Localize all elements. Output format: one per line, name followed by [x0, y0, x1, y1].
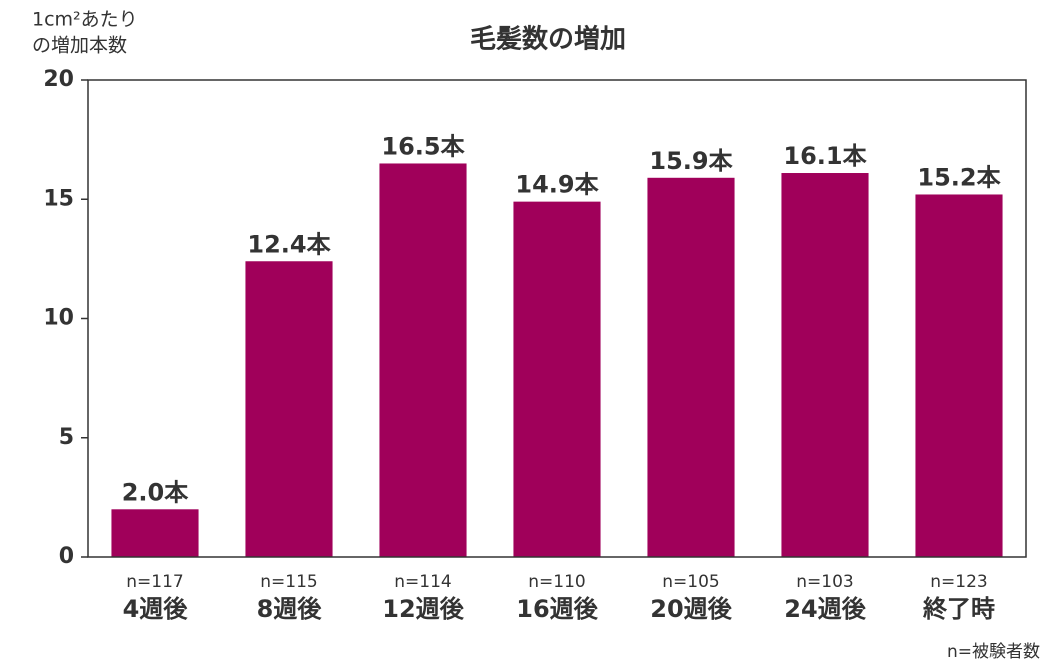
y-tick-label: 0 [59, 544, 74, 569]
sample-size: n=123 [930, 572, 987, 592]
y-tick-label: 20 [43, 67, 74, 92]
value-label: 15.9本 [649, 147, 733, 175]
x-tick-label: 4週後 [123, 595, 189, 623]
x-tick-label: 20週後 [650, 595, 732, 623]
value-label: 14.9本 [515, 171, 599, 199]
bar [915, 194, 1003, 558]
x-tick-label: 16週後 [516, 595, 598, 623]
value-label: 2.0本 [122, 478, 190, 506]
sample-size: n=115 [260, 572, 317, 592]
bar [245, 261, 333, 557]
bar [647, 177, 735, 557]
y-tick-label: 5 [59, 425, 74, 450]
chart-title: 毛髪数の増加 [470, 25, 626, 55]
bar [111, 509, 199, 557]
x-tick-label: 24週後 [784, 595, 866, 623]
bar [513, 201, 601, 557]
sample-size: n=117 [126, 572, 183, 592]
x-tick-label: 12週後 [382, 595, 464, 623]
x-tick-label: 終了時 [922, 595, 995, 623]
value-label: 12.4本 [247, 230, 331, 258]
value-label: 16.5本 [381, 132, 465, 160]
bar [781, 173, 869, 557]
plot-frame [87, 79, 1027, 558]
sample-size: n=114 [394, 572, 451, 592]
sample-size: n=105 [662, 572, 719, 592]
bar [379, 163, 467, 557]
value-label: 16.1本 [783, 142, 867, 170]
y-axis-label: 1cm²あたり [32, 9, 138, 31]
sample-size: n=110 [528, 572, 585, 592]
footnote: n=被験者数 [947, 642, 1040, 662]
y-tick-label: 15 [43, 186, 74, 211]
y-tick-label: 10 [43, 306, 74, 331]
value-label: 15.2本 [917, 163, 1001, 191]
x-tick-label: 8週後 [257, 595, 323, 623]
sample-size: n=103 [796, 572, 853, 592]
y-axis-label: の増加本数 [32, 35, 127, 57]
